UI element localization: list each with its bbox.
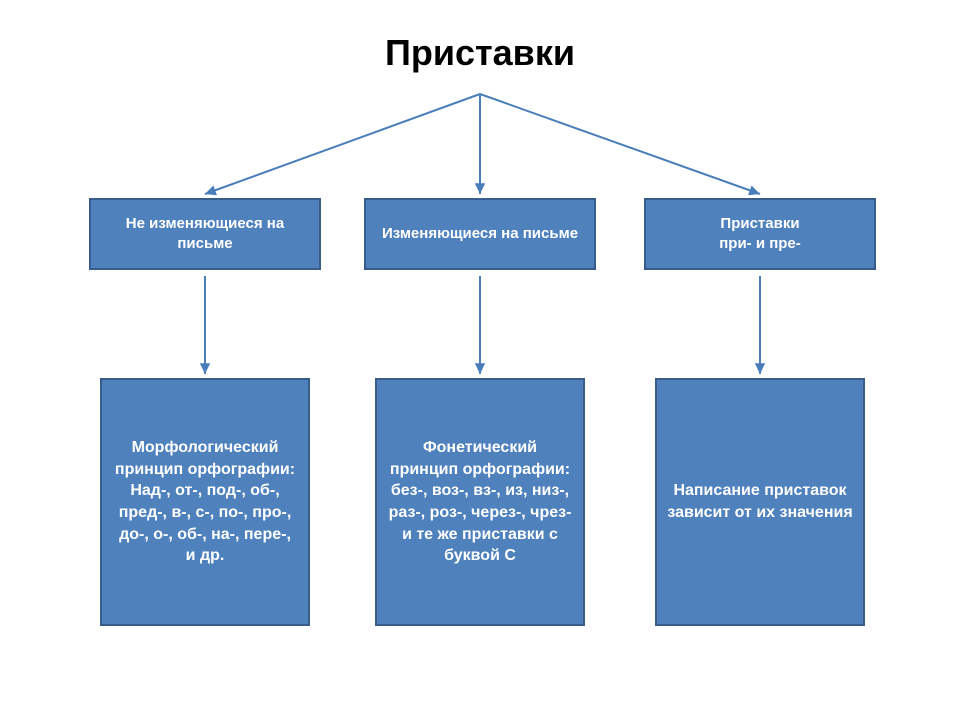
diagram-box: Приставкипри- и пре- (644, 198, 876, 270)
diagram-title: Приставки (0, 32, 960, 74)
diagram-box: Не изменяющиеся на письме (89, 198, 321, 270)
diagram-box: Изменяющиеся на письме (364, 198, 596, 270)
diagram-box: Написание приставок зависит от их значен… (655, 378, 865, 626)
diagram-box: Фонетический принцип орфографии:без-, во… (375, 378, 585, 626)
diagram-box: Морфологический принцип орфографии:Над-,… (100, 378, 310, 626)
diagram-canvas: Приставки Не изменяющиеся на письме Измен… (0, 0, 960, 720)
